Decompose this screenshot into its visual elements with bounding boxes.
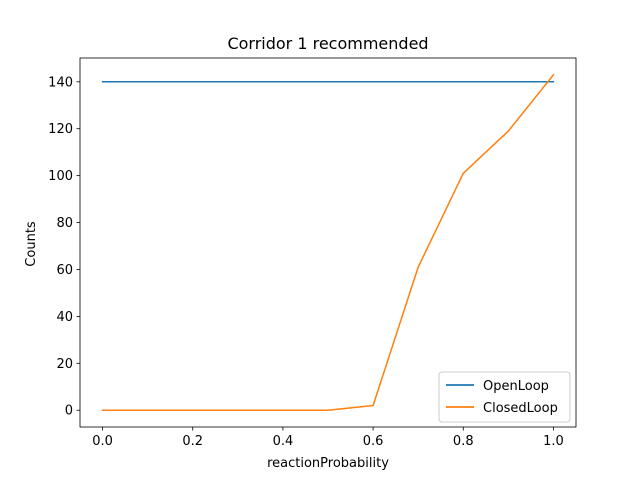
y-tick-label: 80: [56, 216, 73, 231]
y-tick-label: 20: [56, 357, 73, 372]
y-tick-label: 120: [48, 122, 73, 137]
series-line-closedloop: [101, 73, 555, 411]
y-axis-label: Counts: [24, 221, 39, 267]
legend-label-openloop: OpenLoop: [483, 379, 549, 394]
x-tick-label: 0.0: [92, 434, 113, 449]
y-tick-label: 40: [56, 310, 73, 325]
y-tick-label: 60: [56, 263, 73, 278]
axes-frame: [79, 57, 577, 428]
x-tick-label: 0.8: [453, 434, 474, 449]
plot-area: 0.0 0.2 0.4 0.6 0.8 1.0 0 20 40 60 80 100 120 140: [48, 57, 577, 449]
legend-label-closedloop: ClosedLoop: [483, 401, 558, 416]
x-axis-label: reactionProbability: [267, 456, 389, 471]
y-tick-label: 0: [65, 404, 73, 419]
x-tick-label: 0.2: [182, 434, 203, 449]
legend: OpenLoop ClosedLoop: [438, 371, 571, 423]
x-tick-label: 0.4: [273, 434, 294, 449]
x-tick-label: 1.0: [543, 434, 564, 449]
y-tick-label: 100: [48, 169, 73, 184]
chart-title: Corridor 1 recommended: [227, 34, 428, 53]
y-tick-label: 140: [48, 75, 73, 90]
x-tick-label: 0.6: [363, 434, 384, 449]
